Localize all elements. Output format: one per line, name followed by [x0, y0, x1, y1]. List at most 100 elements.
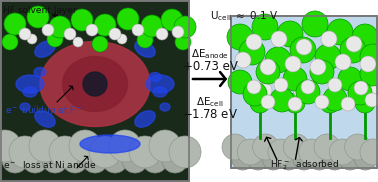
Circle shape [296, 39, 312, 55]
Bar [1, 1, 189, 181]
Ellipse shape [80, 135, 140, 153]
Text: e$^-$ buildup at F$^-$: e$^-$ buildup at F$^-$ [5, 104, 83, 117]
Circle shape [162, 147, 188, 173]
Circle shape [314, 134, 340, 160]
Circle shape [252, 14, 278, 40]
Circle shape [169, 136, 201, 168]
Circle shape [243, 82, 267, 106]
Circle shape [338, 67, 362, 91]
Circle shape [222, 134, 248, 160]
Circle shape [29, 130, 61, 162]
Circle shape [109, 28, 121, 40]
Text: HF$_2^-$  adsorbed: HF$_2^-$ adsorbed [270, 159, 338, 172]
Circle shape [270, 88, 294, 112]
Circle shape [315, 44, 341, 70]
Circle shape [102, 147, 128, 173]
Circle shape [117, 8, 139, 30]
Circle shape [290, 37, 316, 63]
Ellipse shape [135, 111, 155, 127]
Circle shape [323, 87, 347, 111]
Circle shape [258, 83, 272, 97]
Circle shape [174, 16, 196, 38]
Ellipse shape [149, 72, 161, 82]
Circle shape [2, 34, 18, 50]
Circle shape [256, 60, 280, 84]
Circle shape [132, 24, 144, 36]
Circle shape [62, 147, 88, 173]
Ellipse shape [23, 87, 37, 97]
Circle shape [274, 78, 288, 92]
Circle shape [82, 147, 108, 173]
Text: +0.73 eV: +0.73 eV [183, 60, 237, 74]
Circle shape [247, 148, 269, 170]
Circle shape [109, 130, 141, 162]
Circle shape [83, 72, 107, 96]
Circle shape [2, 147, 28, 173]
Circle shape [86, 24, 98, 36]
Ellipse shape [40, 41, 150, 126]
Circle shape [172, 26, 184, 38]
Circle shape [321, 31, 337, 47]
Circle shape [27, 6, 49, 28]
Bar [231, 16, 377, 168]
Circle shape [284, 134, 309, 160]
Circle shape [341, 97, 355, 111]
Circle shape [141, 15, 163, 37]
Circle shape [228, 70, 252, 94]
Circle shape [49, 16, 71, 38]
Circle shape [354, 148, 376, 170]
Circle shape [92, 36, 108, 52]
Circle shape [302, 11, 328, 37]
Circle shape [328, 83, 342, 97]
Circle shape [335, 54, 351, 70]
Ellipse shape [135, 41, 155, 57]
Circle shape [232, 148, 254, 170]
Circle shape [308, 148, 330, 170]
Circle shape [268, 139, 294, 165]
Circle shape [47, 31, 63, 47]
Circle shape [293, 83, 307, 97]
Circle shape [360, 62, 378, 86]
Circle shape [239, 39, 265, 65]
Circle shape [247, 80, 261, 94]
Circle shape [262, 148, 284, 170]
Circle shape [260, 59, 276, 75]
Circle shape [161, 9, 183, 31]
Circle shape [69, 130, 101, 162]
Circle shape [328, 78, 342, 92]
Circle shape [261, 95, 275, 109]
Circle shape [64, 28, 76, 40]
Circle shape [285, 56, 301, 72]
Circle shape [354, 81, 368, 95]
Circle shape [94, 14, 116, 36]
Circle shape [278, 148, 300, 170]
Circle shape [277, 21, 303, 47]
Ellipse shape [35, 111, 55, 127]
Circle shape [320, 93, 340, 113]
Circle shape [19, 28, 31, 40]
Circle shape [142, 147, 168, 173]
Circle shape [27, 34, 37, 44]
Circle shape [301, 80, 315, 94]
Ellipse shape [20, 103, 30, 111]
Circle shape [42, 147, 68, 173]
Circle shape [339, 148, 361, 170]
Ellipse shape [35, 41, 55, 57]
Circle shape [327, 19, 353, 45]
Circle shape [117, 34, 127, 44]
Circle shape [122, 147, 148, 173]
Text: $-$1.78 eV: $-$1.78 eV [182, 108, 238, 122]
Circle shape [71, 9, 93, 31]
Ellipse shape [34, 68, 46, 76]
Circle shape [315, 95, 329, 109]
Circle shape [0, 130, 21, 162]
Circle shape [253, 134, 279, 160]
Circle shape [137, 32, 153, 48]
Circle shape [299, 139, 325, 165]
Ellipse shape [62, 56, 127, 112]
Circle shape [250, 93, 270, 113]
Circle shape [293, 148, 315, 170]
Circle shape [310, 60, 334, 84]
Ellipse shape [146, 75, 174, 93]
Circle shape [296, 80, 320, 104]
